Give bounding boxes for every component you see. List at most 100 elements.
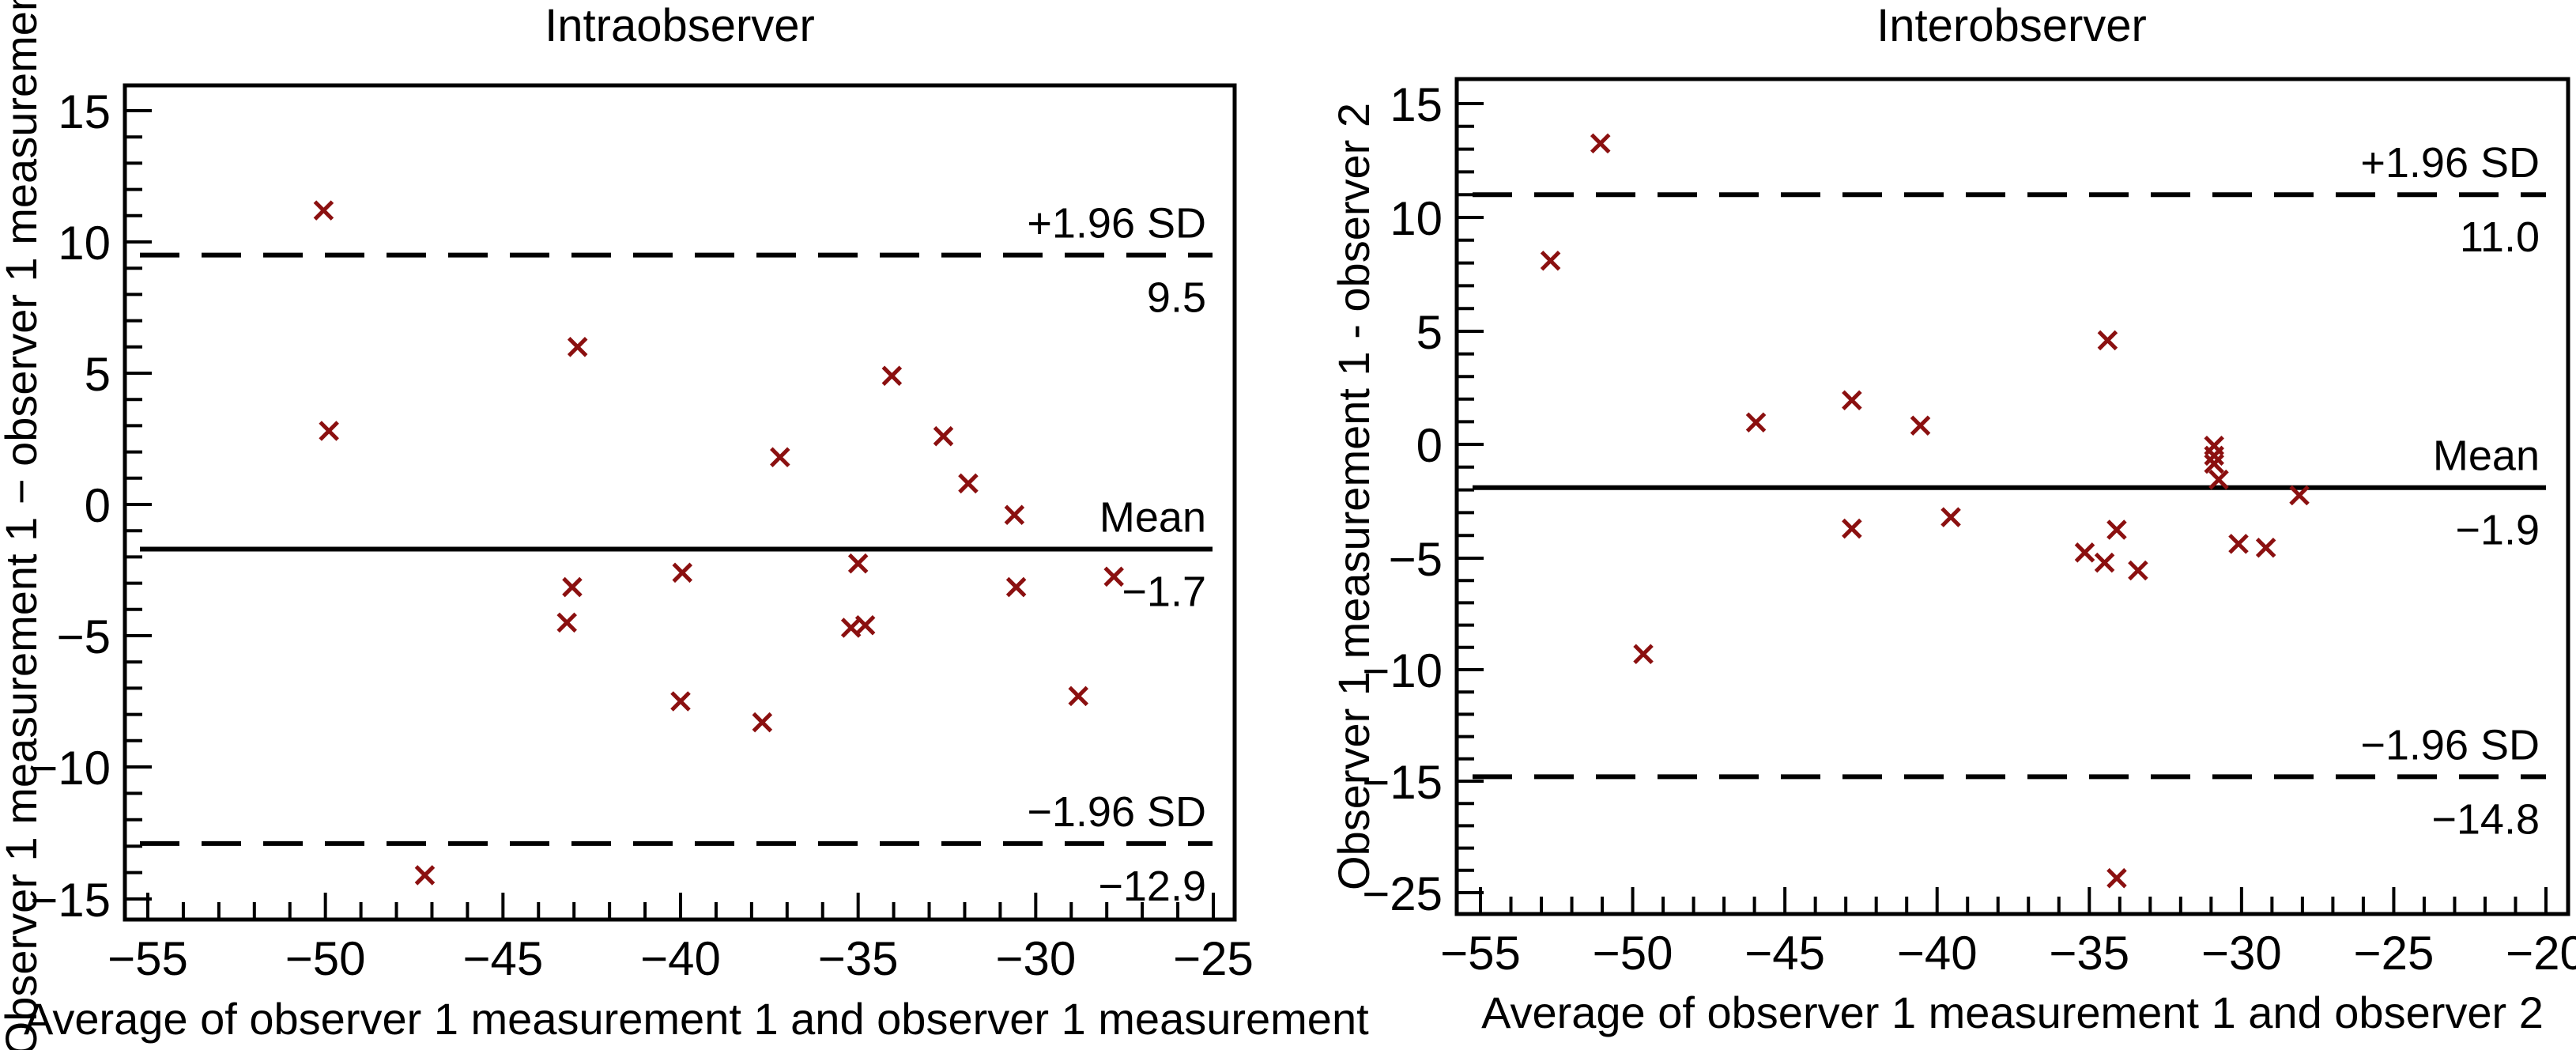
y-tick-label: −15 bbox=[1362, 756, 1443, 809]
data-point bbox=[556, 612, 577, 633]
x-marker bbox=[414, 865, 436, 886]
x-tick-label: −50 bbox=[1593, 927, 1673, 980]
y-tick-label: −5 bbox=[57, 610, 111, 663]
x-marker bbox=[1745, 412, 1767, 433]
reference-line-name: +1.96 SD bbox=[2360, 139, 2540, 187]
x-tick-label: −20 bbox=[2506, 927, 2576, 980]
reference-line-name: −1.96 SD bbox=[1027, 788, 1206, 836]
data-point bbox=[1842, 390, 1862, 410]
data-point bbox=[1068, 686, 1089, 707]
data-point bbox=[1910, 415, 1931, 436]
x-tick-label: −40 bbox=[1897, 927, 1978, 980]
data-point bbox=[672, 562, 693, 584]
x-marker bbox=[1068, 686, 1089, 707]
data-point bbox=[770, 447, 790, 468]
x-tick-label: −45 bbox=[462, 932, 543, 985]
reference-line-value: −14.8 bbox=[2431, 795, 2540, 843]
y-tick-label: 5 bbox=[85, 348, 111, 401]
reference-line-name: Mean bbox=[2433, 432, 2540, 480]
reference-line-name: −1.96 SD bbox=[2360, 721, 2540, 769]
data-point bbox=[414, 865, 436, 886]
x-marker bbox=[1103, 566, 1124, 587]
data-point bbox=[2097, 330, 2118, 351]
x-marker bbox=[933, 425, 954, 447]
x-marker bbox=[1590, 133, 1611, 154]
data-point bbox=[2128, 560, 2148, 581]
x-marker bbox=[2289, 485, 2310, 506]
x-marker bbox=[1633, 644, 1654, 665]
x-marker bbox=[1540, 250, 1561, 271]
data-point bbox=[2204, 445, 2224, 466]
data-point bbox=[2094, 552, 2115, 573]
data-point bbox=[1590, 133, 1611, 154]
y-tick-label: 10 bbox=[1390, 192, 1443, 245]
x-marker bbox=[2097, 330, 2118, 351]
x-marker bbox=[2208, 469, 2229, 490]
x-tick-label: −25 bbox=[2354, 927, 2435, 980]
x-marker bbox=[672, 562, 693, 584]
x-marker bbox=[1940, 507, 1961, 527]
x-tick-label: −40 bbox=[640, 932, 721, 985]
data-point bbox=[2208, 469, 2229, 490]
x-marker bbox=[313, 200, 334, 221]
data-point bbox=[1005, 576, 1027, 598]
data-point bbox=[847, 553, 869, 574]
data-point bbox=[313, 200, 334, 221]
x-marker bbox=[2204, 453, 2224, 474]
x-marker bbox=[567, 337, 588, 357]
data-point bbox=[1745, 412, 1767, 433]
y-tick-label: −15 bbox=[30, 874, 111, 927]
x-tick-label: −45 bbox=[1744, 927, 1825, 980]
intraobserver-panel: Intraobserver Average of observer 1 meas… bbox=[0, 0, 1369, 1050]
y-tick-label: 0 bbox=[1416, 419, 1443, 472]
data-point bbox=[1633, 644, 1654, 665]
x-marker bbox=[2106, 519, 2127, 540]
x-marker bbox=[770, 447, 790, 468]
x-marker bbox=[881, 365, 903, 387]
x-marker bbox=[752, 712, 773, 733]
x-marker bbox=[556, 612, 577, 633]
x-marker bbox=[1004, 504, 1025, 526]
data-point bbox=[1103, 566, 1124, 587]
data-point bbox=[1940, 507, 1961, 527]
data-point bbox=[2106, 867, 2127, 889]
x-marker bbox=[2106, 867, 2127, 889]
x-marker bbox=[2128, 560, 2148, 581]
data-point bbox=[933, 425, 954, 447]
data-point bbox=[2204, 453, 2224, 474]
y-tick-label: 10 bbox=[58, 217, 111, 270]
x-marker bbox=[2255, 537, 2276, 558]
x-marker bbox=[2204, 445, 2224, 466]
x-tick-label: −50 bbox=[285, 932, 366, 985]
x-tick-label: −30 bbox=[995, 932, 1076, 985]
y-tick-label: −25 bbox=[1362, 867, 1443, 920]
x-tick-label: −55 bbox=[1440, 927, 1521, 980]
x-marker bbox=[2074, 542, 2095, 563]
x-marker bbox=[1005, 576, 1027, 598]
reference-line-name: +1.96 SD bbox=[1027, 200, 1206, 247]
reference-line-value: 9.5 bbox=[1147, 274, 1206, 322]
y-tick-label: −5 bbox=[1389, 533, 1443, 586]
reference-line-value: −12.9 bbox=[1098, 863, 1206, 910]
x-marker bbox=[1842, 390, 1862, 410]
data-point bbox=[670, 691, 691, 712]
reference-line-value: −1.9 bbox=[2455, 507, 2540, 554]
plot-frame bbox=[1454, 77, 2570, 916]
data-point bbox=[2289, 485, 2310, 506]
y-tick-label: 5 bbox=[1416, 306, 1443, 359]
x-marker bbox=[854, 614, 876, 636]
x-axis-label: Average of observer 1 measurement 1 and … bbox=[1481, 988, 2544, 1037]
data-point bbox=[567, 337, 588, 357]
data-point bbox=[1004, 504, 1025, 526]
x-marker bbox=[2228, 534, 2249, 554]
x-marker bbox=[1910, 415, 1931, 436]
data-point bbox=[752, 712, 773, 733]
data-point bbox=[319, 421, 339, 441]
y-tick-label: 15 bbox=[1390, 78, 1443, 131]
data-point bbox=[958, 473, 979, 494]
data-point bbox=[2074, 542, 2095, 563]
x-marker bbox=[319, 421, 339, 441]
data-point bbox=[2228, 534, 2249, 554]
x-marker bbox=[670, 691, 691, 712]
